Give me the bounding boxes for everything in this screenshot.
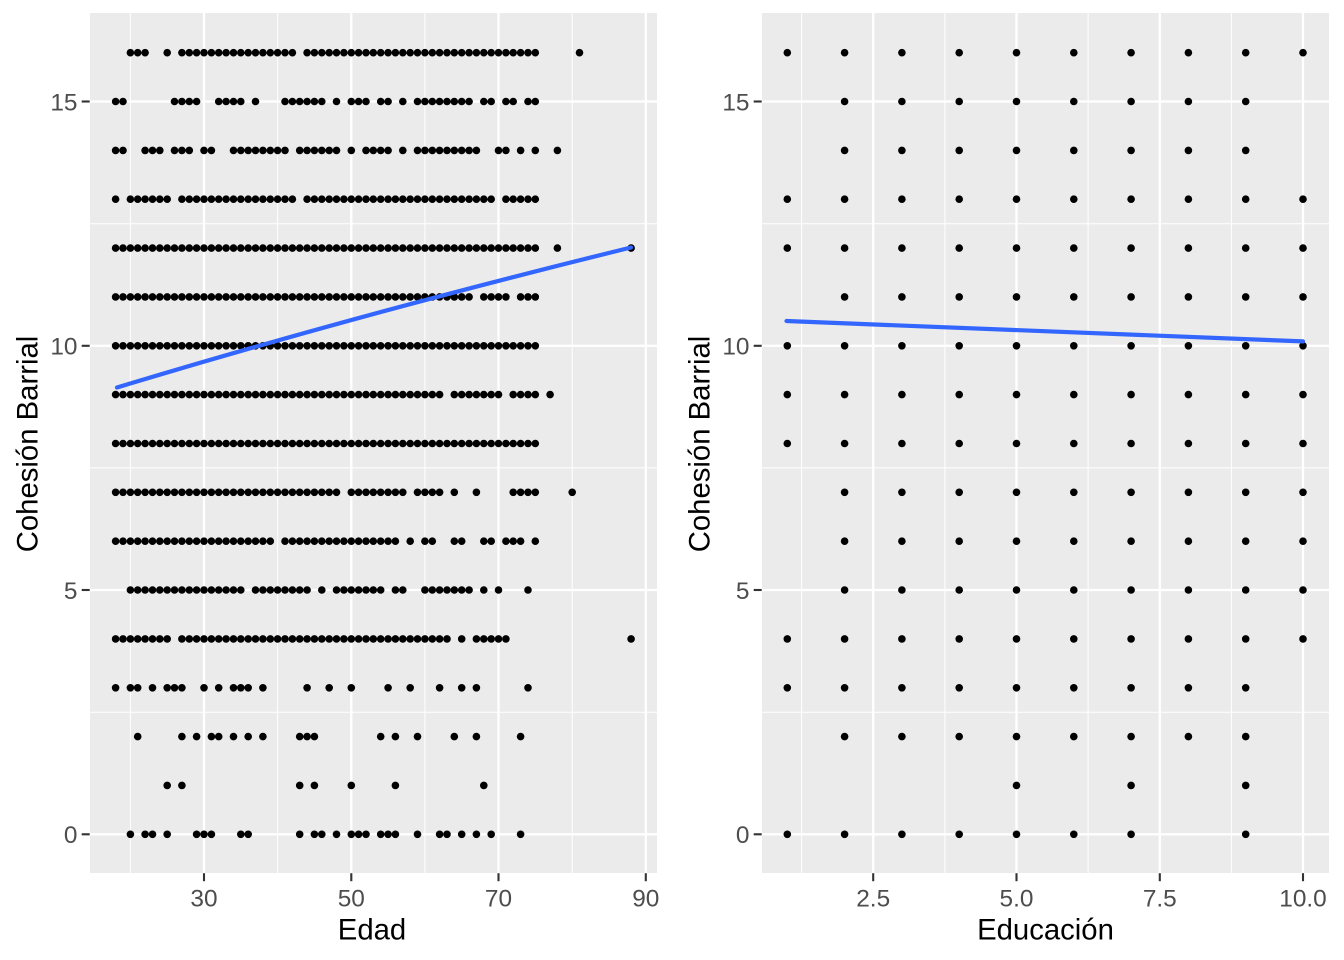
svg-text:70: 70 bbox=[485, 886, 512, 913]
svg-text:5: 5 bbox=[736, 578, 750, 605]
svg-text:10: 10 bbox=[722, 334, 749, 361]
svg-text:5.0: 5.0 bbox=[1000, 886, 1034, 913]
svg-text:50: 50 bbox=[338, 886, 365, 913]
svg-text:Edad: Edad bbox=[338, 913, 406, 946]
svg-text:Cohesión Barrial: Cohesión Barrial bbox=[11, 336, 44, 553]
svg-text:30: 30 bbox=[190, 886, 217, 913]
svg-text:10: 10 bbox=[50, 334, 77, 361]
svg-text:0: 0 bbox=[736, 822, 750, 849]
svg-text:0: 0 bbox=[64, 822, 78, 849]
svg-text:Cohesión Barrial: Cohesión Barrial bbox=[683, 336, 716, 553]
svg-text:10.0: 10.0 bbox=[1279, 886, 1326, 913]
svg-text:90: 90 bbox=[632, 886, 659, 913]
svg-text:2.5: 2.5 bbox=[856, 886, 890, 913]
svg-text:15: 15 bbox=[50, 89, 77, 116]
svg-text:5: 5 bbox=[64, 578, 78, 605]
svg-text:Educación: Educación bbox=[977, 913, 1114, 946]
svg-text:15: 15 bbox=[722, 89, 749, 116]
svg-text:7.5: 7.5 bbox=[1143, 886, 1177, 913]
